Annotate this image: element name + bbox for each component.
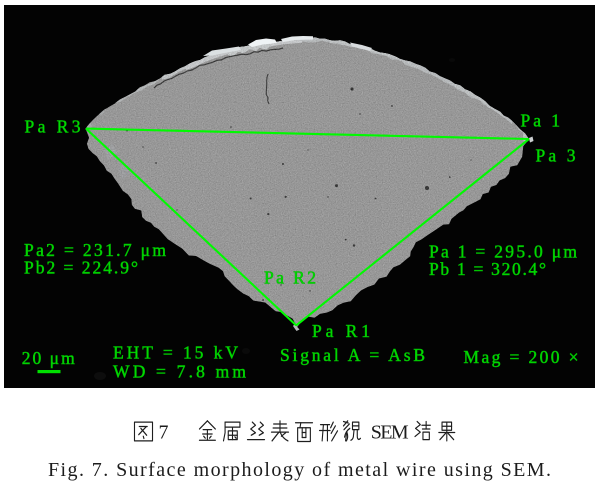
svg-text:Mag = 200 ×: Mag = 200 × bbox=[464, 347, 579, 367]
svg-text:Pa R3: Pa R3 bbox=[25, 117, 81, 137]
svg-text:Signal A = AsB: Signal A = AsB bbox=[280, 345, 425, 365]
svg-text:7: 7 bbox=[159, 422, 169, 444]
svg-text:Pa R1: Pa R1 bbox=[312, 321, 370, 341]
svg-text:Pb2 = 224.9°: Pb2 = 224.9° bbox=[24, 258, 138, 278]
svg-text:Pa2 = 231.7 μm: Pa2 = 231.7 μm bbox=[24, 240, 166, 260]
svg-text:Fig. 7. Surface morphology of: Fig. 7. Surface morphology of metal wire… bbox=[48, 459, 551, 481]
svg-text:Pb 1 = 320.4°: Pb 1 = 320.4° bbox=[429, 259, 546, 279]
svg-text:SEM: SEM bbox=[371, 422, 409, 444]
svg-text:WD = 7.8 mm: WD = 7.8 mm bbox=[113, 362, 246, 382]
svg-text:Pa R2: Pa R2 bbox=[264, 267, 316, 287]
svg-text:Pa 1: Pa 1 bbox=[521, 110, 561, 130]
svg-text:EHT = 15 kV: EHT = 15 kV bbox=[113, 343, 238, 363]
svg-text:Pa 3: Pa 3 bbox=[536, 146, 576, 166]
